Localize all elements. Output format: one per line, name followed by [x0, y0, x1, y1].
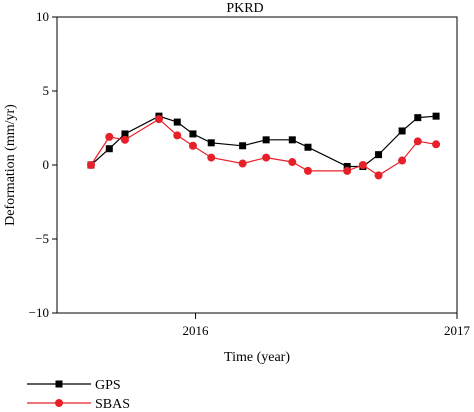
data-point-gps	[432, 112, 440, 120]
legend: GPS SBAS	[27, 378, 130, 412]
data-point-sbas	[188, 141, 197, 150]
data-point-sbas	[374, 171, 383, 180]
data-point-sbas	[207, 153, 216, 162]
data-point-gps	[375, 151, 383, 159]
data-point-sbas	[238, 159, 247, 168]
data-point-gps	[207, 139, 215, 147]
y-tick-label: 5	[43, 83, 50, 98]
data-point-gps	[304, 143, 312, 151]
data-point-gps	[343, 162, 351, 170]
series-layer	[86, 112, 441, 180]
y-tick-label: −10	[29, 305, 49, 320]
data-point-sbas	[154, 115, 163, 124]
data-point-gps	[105, 145, 113, 153]
data-point-sbas	[358, 161, 367, 169]
series-sbas	[86, 115, 441, 180]
data-point-gps	[239, 142, 247, 150]
y-axis: −10 −5 0 5 10	[29, 9, 57, 320]
y-tick-label: 0	[43, 157, 50, 172]
chart-title: PKRD	[226, 1, 263, 16]
x-axis-title: Time (year)	[224, 350, 290, 365]
data-point-sbas	[398, 156, 407, 165]
data-point-gps	[173, 118, 181, 126]
data-point-sbas	[173, 131, 182, 140]
legend-label: SBAS	[95, 397, 130, 412]
legend-item-gps: GPS	[27, 378, 121, 393]
data-point-sbas	[413, 137, 422, 146]
legend-marker	[55, 399, 63, 407]
y-tick-label: −5	[35, 231, 49, 246]
legend-marker	[55, 380, 63, 388]
y-tick-label: 10	[36, 9, 49, 24]
data-point-sbas	[432, 140, 441, 149]
data-point-sbas	[288, 158, 297, 167]
data-point-gps	[398, 127, 406, 135]
data-point-sbas	[343, 166, 352, 175]
legend-label: GPS	[95, 378, 121, 393]
y-axis-title: Deformation (mm/yr)	[3, 104, 18, 226]
x-tick-label: 2017	[444, 323, 471, 338]
legend-item-sbas: SBAS	[27, 397, 130, 412]
data-point-gps	[288, 136, 296, 144]
x-tick-label: 2016	[183, 323, 210, 338]
data-point-sbas	[86, 161, 95, 169]
data-point-sbas	[120, 135, 129, 144]
data-point-gps	[262, 136, 270, 144]
data-point-gps	[189, 130, 197, 138]
data-point-sbas	[303, 166, 312, 175]
x-axis: 2016 2017	[183, 313, 471, 338]
data-point-sbas	[105, 132, 114, 141]
data-point-gps	[121, 130, 129, 138]
data-point-gps	[414, 114, 422, 122]
data-point-sbas	[262, 153, 271, 162]
